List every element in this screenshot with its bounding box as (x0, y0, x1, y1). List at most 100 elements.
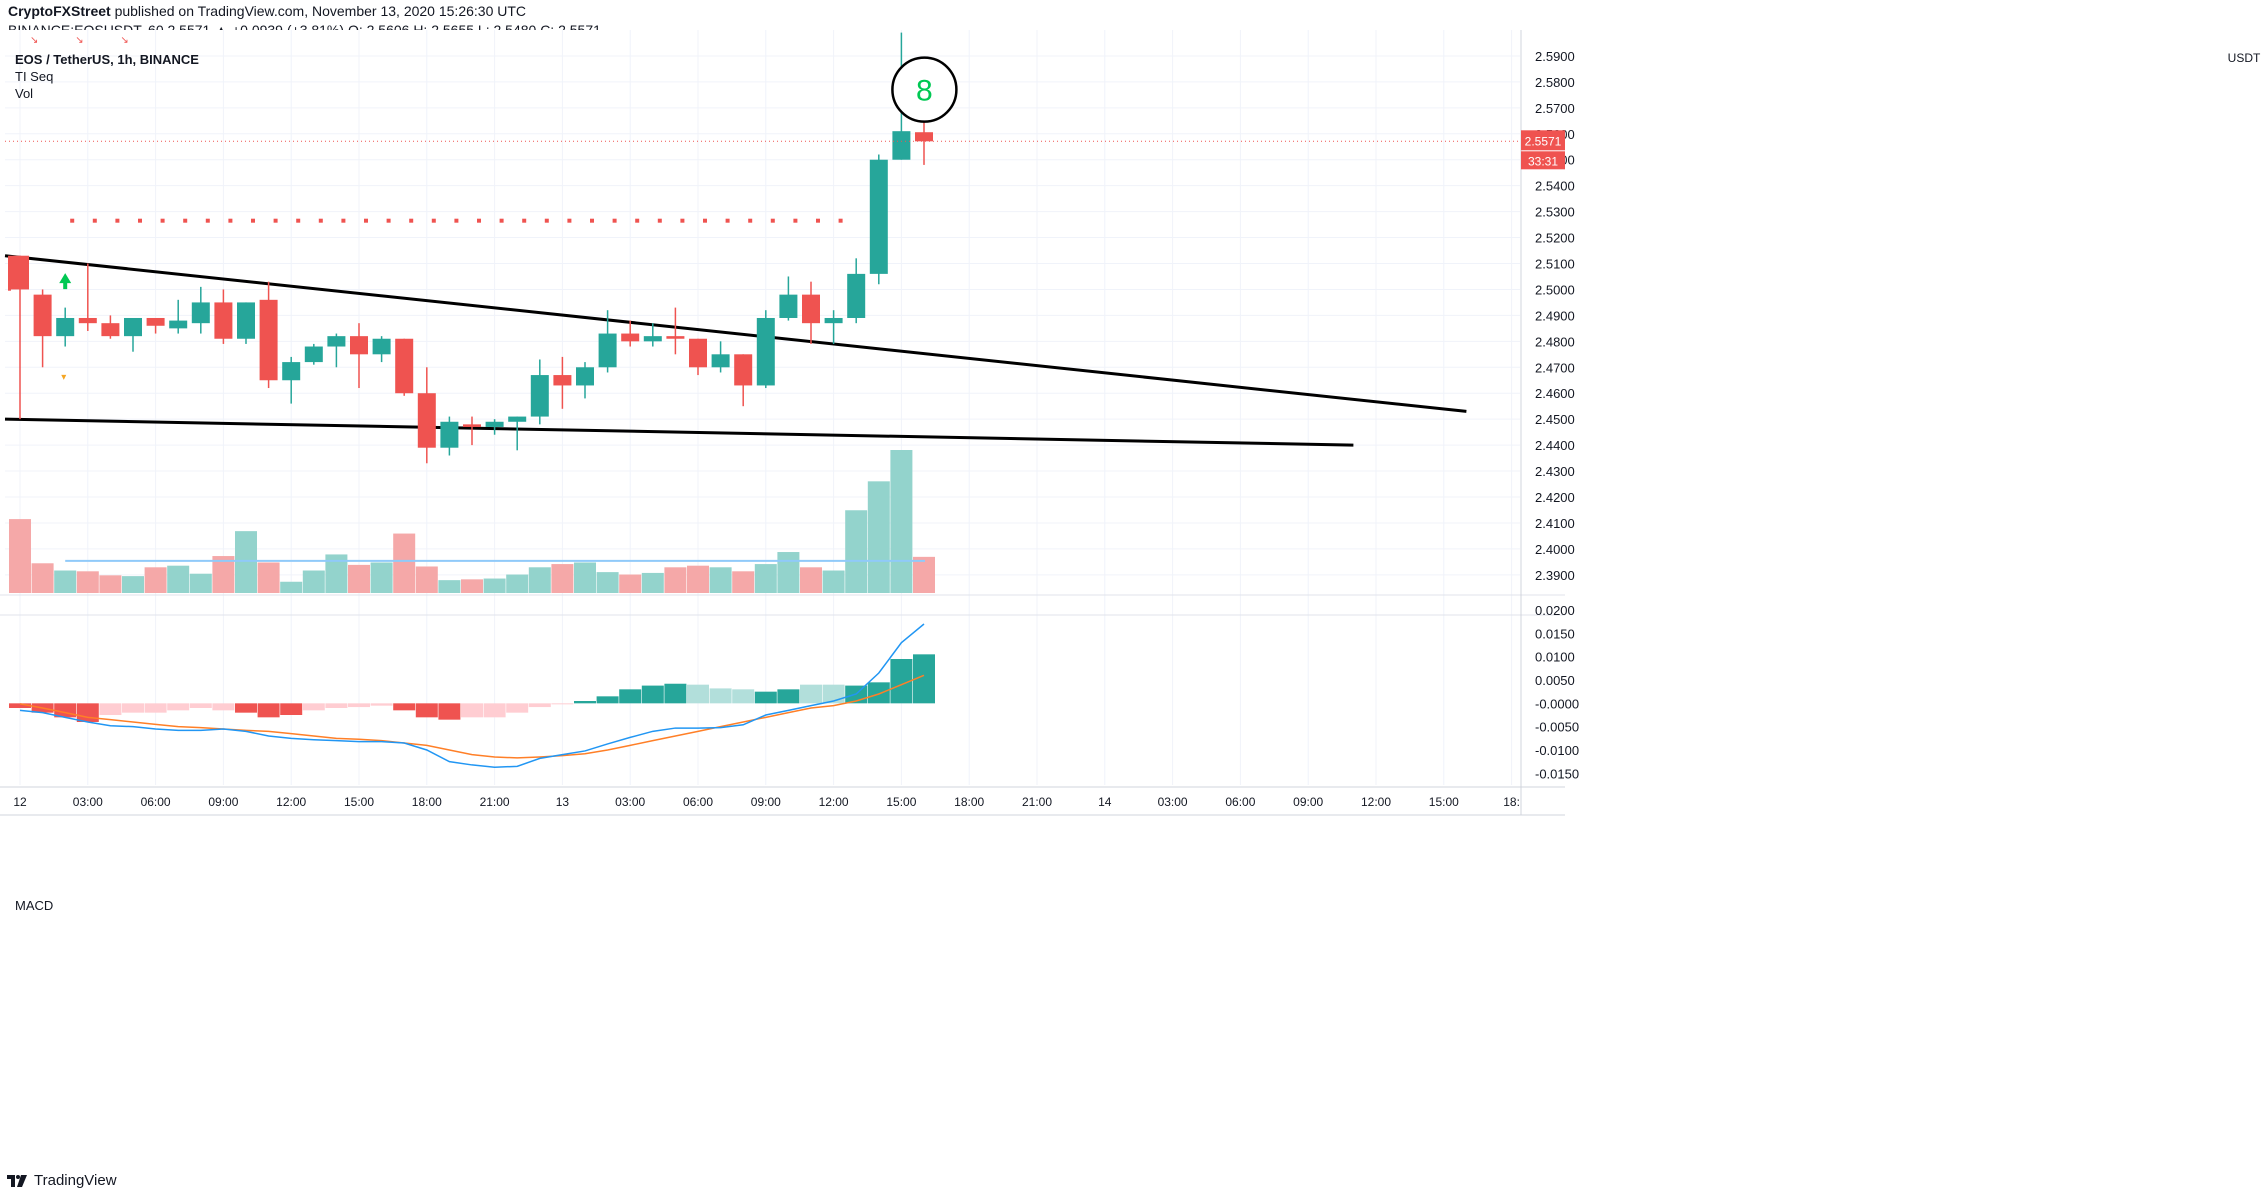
candle-body (101, 323, 120, 337)
td-count-label: 8 (916, 75, 933, 108)
volume-bar (641, 572, 664, 593)
price-tick-label: 2.4900 (1535, 308, 1575, 323)
td-resistance-dot (431, 218, 436, 223)
chart-background (0, 30, 1565, 815)
candle-body (327, 336, 346, 347)
volume-bar (280, 581, 303, 593)
td-resistance-dot (251, 218, 255, 223)
candle-body (915, 132, 933, 142)
time-tick-label: 15:00 (344, 795, 374, 809)
current-price-tag (1521, 130, 1565, 151)
time-tick-label: 12:00 (819, 795, 849, 809)
macd-histogram-bar (461, 703, 483, 718)
candle-body (169, 320, 188, 329)
td-resistance-dot (273, 218, 278, 223)
volume-bar (325, 554, 348, 593)
volume-bar (867, 481, 890, 593)
publish-line: CryptoFXStreet published on TradingView.… (8, 3, 526, 19)
volume-bar (167, 565, 190, 593)
candle-body (666, 336, 685, 339)
time-tick-label: 21:00 (1022, 795, 1052, 809)
triangle-upper-trendline (4, 254, 1467, 413)
macd-tick-label: 0.0200 (1535, 603, 1575, 618)
time-tick-label: 12:00 (1361, 795, 1391, 809)
candle-body (485, 421, 504, 427)
td-resistance-dot (816, 218, 820, 223)
macd-tick-label: 0.0150 (1535, 626, 1575, 641)
candle-body (395, 338, 414, 394)
time-tick-label: 21:00 (480, 795, 510, 809)
td-resistance-dot (522, 218, 527, 223)
time-tick-label: 15:00 (886, 795, 916, 809)
triangle-lower-trendline (4, 417, 1354, 447)
candle-body (11, 255, 29, 290)
volume-bar (777, 552, 800, 593)
tradingview-brand[interactable]: TradingView (6, 1172, 117, 1189)
td-count-circle (891, 56, 958, 123)
td-resistance-dot (70, 218, 75, 223)
macd-histogram-bar (867, 682, 890, 704)
price-tick-label: 2.4700 (1535, 360, 1575, 375)
chart-title: EOS / TetherUS, 1h, BINANCE (15, 52, 199, 67)
candle-body (598, 333, 617, 368)
price-tick-label: 2.5800 (1535, 75, 1575, 90)
volume-bar (9, 519, 31, 593)
td-resistance-dot (386, 218, 391, 223)
macd-histogram-bar (777, 689, 800, 704)
candle-body (689, 338, 707, 368)
volume-bar (574, 562, 596, 593)
td-resistance-dot (770, 218, 775, 223)
candle-body (621, 333, 640, 342)
candle-body (78, 317, 97, 324)
td-resistance-dot (499, 218, 504, 223)
time-tick-label: 12 (13, 795, 27, 809)
td-resistance-dot (703, 218, 707, 223)
candle-body (576, 367, 594, 386)
macd-histogram-bar (551, 703, 574, 705)
td-resistance-dot (657, 218, 662, 223)
publisher-name[interactable]: CryptoFXStreet (8, 3, 111, 19)
td-resistance-dot (793, 218, 798, 223)
td-tick-mark: ↘ (30, 35, 38, 46)
macd-histogram-bar (641, 685, 664, 704)
candle-body (463, 424, 481, 427)
volume-bar (461, 579, 483, 593)
macd-histogram-bar (189, 703, 212, 708)
macd-tick-label: -0.0150 (1535, 766, 1579, 781)
volume-bar (99, 575, 122, 593)
macd-histogram-bar (393, 703, 416, 711)
candle-body (711, 354, 730, 368)
macd-histogram-bar (528, 703, 551, 708)
time-tick-label: 18:00 (412, 795, 442, 809)
td-resistance-dot (318, 218, 323, 223)
volume-bar (122, 576, 144, 593)
volume-bar (619, 574, 642, 593)
time-tick-label: 13 (556, 795, 570, 809)
macd-histogram-bar (348, 703, 370, 708)
price-tick-label: 2.4500 (1535, 412, 1575, 427)
candle-body (530, 375, 549, 417)
macd-histogram-bar (370, 703, 393, 706)
candle-body (802, 294, 820, 324)
td-resistance-dot (590, 218, 594, 223)
td-resistance-dot (138, 218, 142, 223)
macd-histogram-bar (325, 703, 348, 708)
volume-bar (528, 567, 551, 593)
td-resistance-dot (92, 218, 97, 223)
macd-tick-label: -0.0050 (1535, 720, 1579, 735)
volume-bar (257, 562, 280, 593)
candle-body (191, 302, 210, 324)
candle-body (779, 294, 798, 318)
macd-histogram-bar (687, 684, 709, 704)
price-tick-label: 2.5000 (1535, 282, 1575, 297)
candle-body (417, 393, 436, 448)
price-tick-label: 2.4100 (1535, 516, 1575, 531)
volume-bar (890, 450, 913, 593)
candle-body (824, 317, 843, 324)
td-resistance-dot (680, 218, 685, 223)
macd-histogram-bar (9, 703, 31, 708)
macd-histogram-bar (596, 696, 619, 704)
macd-histogram-bar (235, 703, 257, 713)
candle-body (643, 336, 662, 342)
